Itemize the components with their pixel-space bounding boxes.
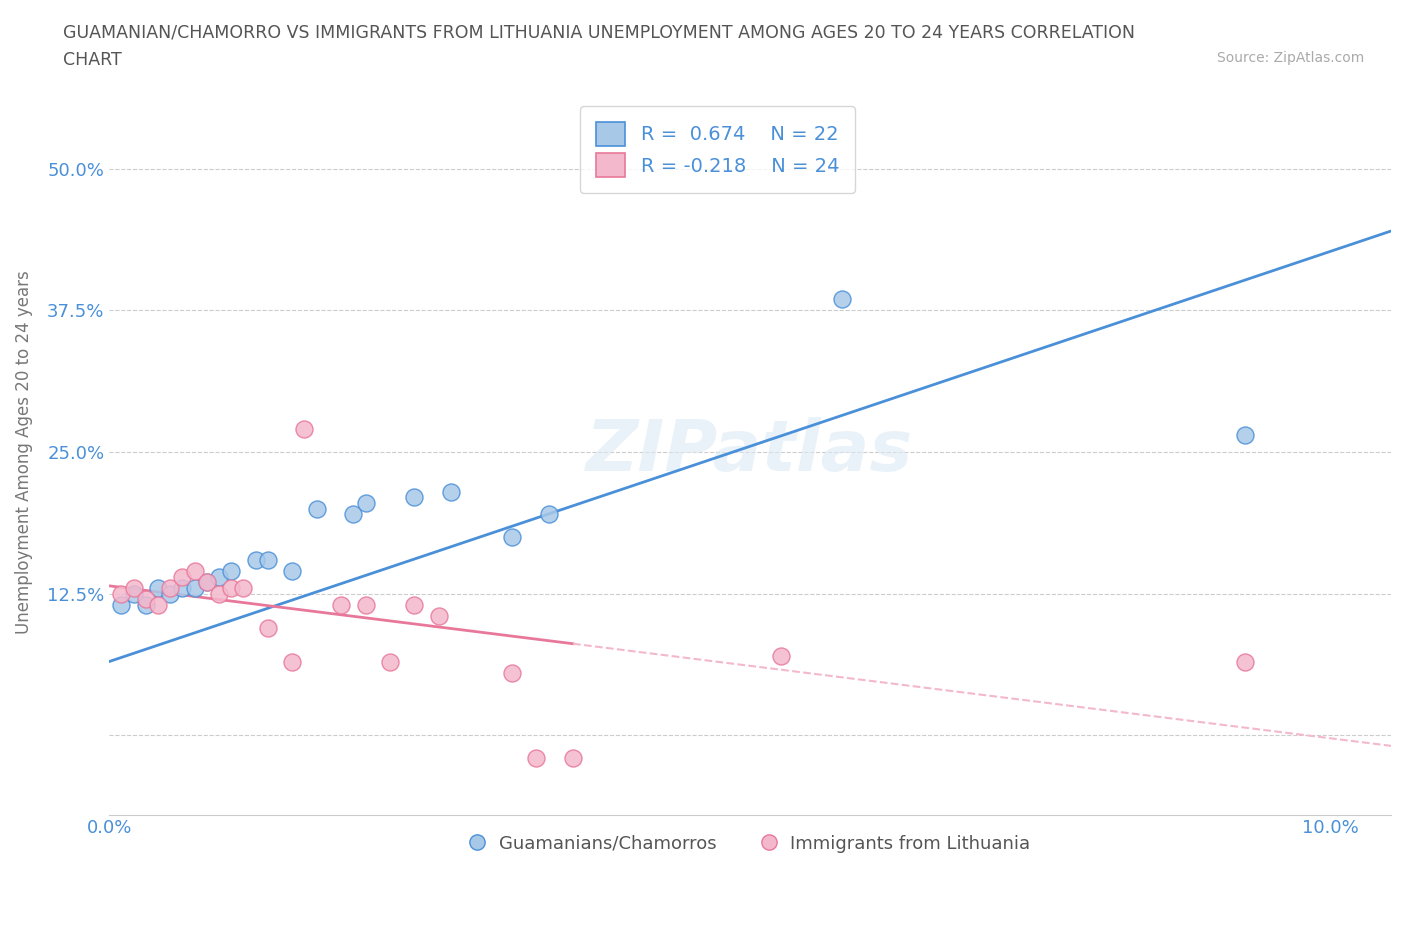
Point	[354, 496, 377, 511]
Text: CHART: CHART	[63, 51, 122, 69]
Point	[110, 586, 132, 601]
Point	[378, 654, 401, 669]
Point	[305, 501, 328, 516]
Point	[427, 609, 450, 624]
Point	[404, 490, 426, 505]
Text: GUAMANIAN/CHAMORRO VS IMMIGRANTS FROM LITHUANIA UNEMPLOYMENT AMONG AGES 20 TO 24: GUAMANIAN/CHAMORRO VS IMMIGRANTS FROM LI…	[63, 23, 1135, 41]
Point	[195, 575, 218, 590]
Point	[245, 552, 267, 567]
Point	[135, 597, 157, 612]
Point	[219, 580, 242, 595]
Point	[159, 580, 181, 595]
Point	[219, 564, 242, 578]
Point	[146, 597, 169, 612]
Point	[342, 507, 364, 522]
Point	[330, 597, 353, 612]
Point	[183, 580, 205, 595]
Point	[501, 666, 523, 681]
Point	[501, 529, 523, 544]
Point	[208, 586, 231, 601]
Y-axis label: Unemployment Among Ages 20 to 24 years: Unemployment Among Ages 20 to 24 years	[15, 270, 32, 634]
Point	[281, 564, 304, 578]
Point	[562, 751, 585, 765]
Point	[354, 597, 377, 612]
Legend: Guamanians/Chamorros, Immigrants from Lithuania: Guamanians/Chamorros, Immigrants from Li…	[463, 828, 1038, 860]
Point	[110, 597, 132, 612]
Point	[256, 620, 278, 635]
Point	[294, 422, 316, 437]
Point	[195, 575, 218, 590]
Point	[537, 507, 560, 522]
Point	[159, 586, 181, 601]
Point	[404, 597, 426, 612]
Point	[526, 751, 548, 765]
Point	[440, 485, 463, 499]
Text: ZIPatlas: ZIPatlas	[586, 418, 914, 486]
Text: Source: ZipAtlas.com: Source: ZipAtlas.com	[1216, 51, 1364, 65]
Point	[831, 292, 853, 307]
Point	[122, 586, 145, 601]
Point	[146, 580, 169, 595]
Point	[208, 569, 231, 584]
Point	[769, 648, 792, 663]
Point	[172, 580, 194, 595]
Point	[1233, 654, 1256, 669]
Point	[172, 569, 194, 584]
Point	[122, 580, 145, 595]
Point	[256, 552, 278, 567]
Point	[1233, 428, 1256, 443]
Point	[281, 654, 304, 669]
Point	[135, 591, 157, 606]
Point	[183, 564, 205, 578]
Point	[232, 580, 254, 595]
